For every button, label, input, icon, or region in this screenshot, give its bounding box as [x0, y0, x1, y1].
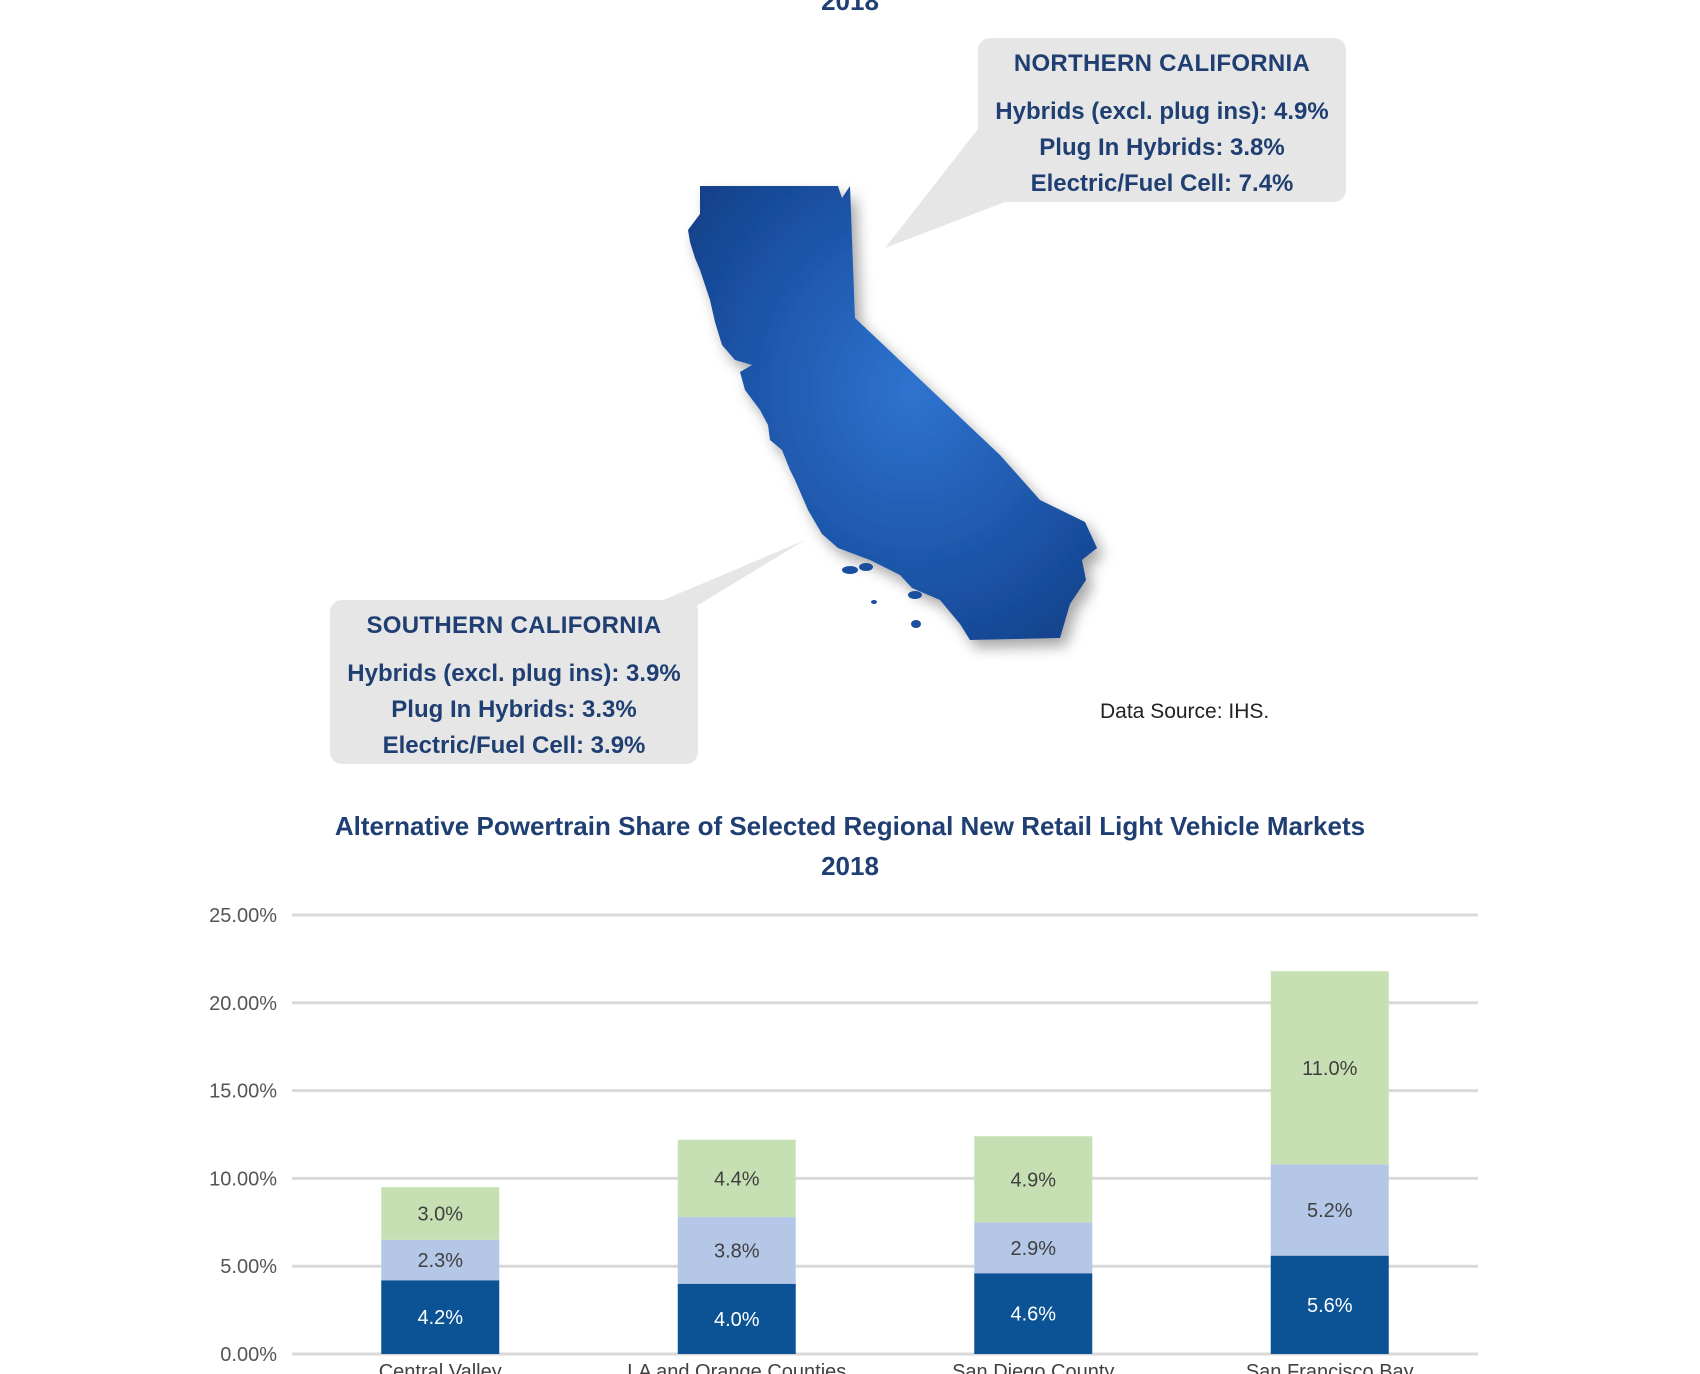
data-label: 2.3%	[417, 1250, 463, 1272]
southern-california-callout: SOUTHERN CALIFORNIA Hybrids (excl. plug …	[330, 600, 698, 764]
island	[859, 563, 873, 571]
south-callout-pointer	[640, 540, 805, 610]
data-label: 5.2%	[1307, 1200, 1353, 1222]
data-label: 2.9%	[1010, 1238, 1056, 1260]
california-map	[640, 120, 1097, 640]
y-tick-label: 5.00%	[220, 1256, 277, 1278]
data-label: 3.0%	[417, 1204, 463, 1226]
chart-subtitle: 2018	[821, 851, 879, 881]
data-label: 5.6%	[1307, 1295, 1353, 1317]
bar-segment	[381, 1239, 500, 1281]
island	[908, 591, 922, 599]
x-category-label: LA and Orange Counties	[627, 1361, 846, 1374]
chart-title-block: Alternative Powertrain Share of Selected…	[0, 806, 1700, 886]
callout-line: Hybrids (excl. plug ins): 4.9%	[995, 98, 1329, 125]
northern-california-callout: NORTHERN CALIFORNIA Hybrids (excl. plug …	[978, 38, 1346, 202]
data-label: 4.4%	[714, 1168, 760, 1190]
data-label: 4.0%	[714, 1309, 760, 1331]
y-tick-label: 20.00%	[209, 993, 277, 1015]
data-source-note: Data Source: IHS.	[1100, 700, 1270, 723]
bar-segment	[1270, 1164, 1389, 1256]
island	[871, 600, 877, 604]
data-label: 4.9%	[1010, 1169, 1056, 1191]
bar-segment	[381, 1280, 500, 1354]
x-category-label: San Diego County	[952, 1361, 1114, 1374]
callout-line: Plug In Hybrids: 3.8%	[1039, 134, 1285, 161]
y-tick-label: 15.00%	[209, 1081, 277, 1103]
callout-line: Electric/Fuel Cell: 3.9%	[382, 732, 646, 759]
y-tick-label: 25.00%	[209, 905, 277, 927]
data-label: 4.6%	[1010, 1304, 1056, 1326]
chart-title: Alternative Powertrain Share of Selected…	[334, 811, 1366, 841]
bar-segment	[677, 1217, 796, 1284]
data-label: 11.0%	[1302, 1058, 1357, 1080]
y-tick-label: 0.00%	[220, 1344, 277, 1366]
california-shape	[688, 186, 1097, 640]
callout-line: Plug In Hybrids: 3.3%	[391, 696, 637, 723]
callout-region-title: NORTHERN CALIFORNIA	[1013, 50, 1311, 77]
bar-segment	[677, 1283, 796, 1354]
bar-segment	[381, 1187, 500, 1240]
callout-region-title: SOUTHERN CALIFORNIA	[366, 612, 662, 639]
data-label: 4.2%	[417, 1307, 463, 1329]
stacked-bar-chart: 0.00% 5.00% 10.00% 15.00% 20.00% 25.00% 4.2% 2.…	[209, 905, 1478, 1374]
island	[911, 620, 921, 628]
bar-segment	[1270, 971, 1389, 1165]
x-category-label: San Francisco Bay	[1246, 1361, 1414, 1374]
bar-segment	[974, 1222, 1093, 1274]
bar-segment	[677, 1139, 796, 1218]
top-cut-title: 2018	[821, 0, 879, 16]
y-tick-label: 10.00%	[209, 1168, 277, 1190]
island	[842, 566, 858, 574]
bar-segment	[974, 1273, 1093, 1354]
callout-line: Hybrids (excl. plug ins): 3.9%	[347, 660, 681, 687]
bar-segment	[974, 1136, 1093, 1223]
x-category-label: Central Valley	[379, 1361, 502, 1374]
callout-line: Electric/Fuel Cell: 7.4%	[1030, 170, 1294, 197]
bar-segment	[1270, 1255, 1389, 1354]
data-label: 3.8%	[714, 1240, 760, 1262]
